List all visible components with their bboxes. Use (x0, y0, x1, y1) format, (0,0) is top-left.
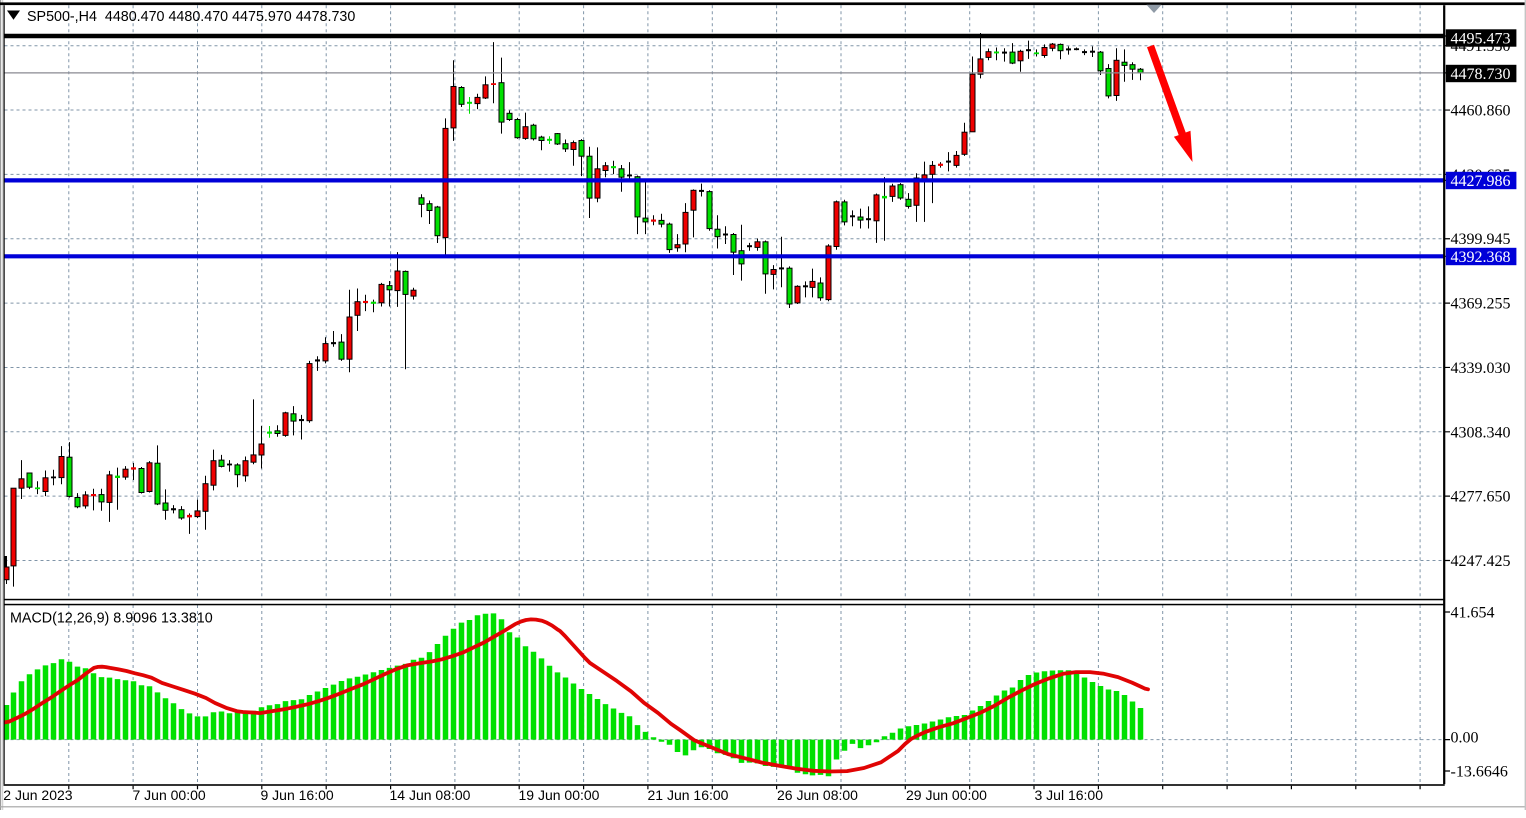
svg-text:-13.6646: -13.6646 (1451, 764, 1508, 781)
svg-text:4339.030: 4339.030 (1451, 360, 1511, 377)
svg-text:9 Jun 16:00: 9 Jun 16:00 (261, 787, 334, 803)
svg-text:26 Jun 08:00: 26 Jun 08:00 (777, 787, 858, 803)
svg-text:41.654: 41.654 (1451, 605, 1495, 622)
svg-text:4277.650: 4277.650 (1451, 489, 1511, 506)
svg-text:SP500-,H4 4480.470 4480.470 4: SP500-,H4 4480.470 4480.470 4475.970 447… (27, 9, 355, 25)
svg-text:MACD(12,26,9) 8.9096 13.3810: MACD(12,26,9) 8.9096 13.3810 (10, 611, 213, 627)
svg-text:2 Jun 2023: 2 Jun 2023 (3, 787, 72, 803)
svg-text:4478.730: 4478.730 (1451, 66, 1511, 83)
svg-text:19 Jun 00:00: 19 Jun 00:00 (519, 787, 600, 803)
svg-text:4369.255: 4369.255 (1451, 296, 1511, 313)
svg-text:4308.340: 4308.340 (1451, 424, 1511, 441)
svg-text:4495.473: 4495.473 (1451, 31, 1511, 48)
svg-text:4427.986: 4427.986 (1451, 173, 1511, 190)
svg-text:7 Jun 00:00: 7 Jun 00:00 (133, 787, 206, 803)
svg-text:4247.425: 4247.425 (1451, 553, 1511, 570)
svg-text:0.00: 0.00 (1451, 730, 1479, 747)
svg-text:21 Jun 16:00: 21 Jun 16:00 (648, 787, 729, 803)
svg-text:14 Jun 08:00: 14 Jun 08:00 (390, 787, 471, 803)
svg-text:4460.860: 4460.860 (1451, 103, 1511, 120)
svg-text:3 Jul 16:00: 3 Jul 16:00 (1035, 787, 1104, 803)
svg-text:4392.368: 4392.368 (1451, 249, 1511, 266)
svg-text:4399.945: 4399.945 (1451, 231, 1511, 248)
svg-text:29 Jun 00:00: 29 Jun 00:00 (906, 787, 987, 803)
